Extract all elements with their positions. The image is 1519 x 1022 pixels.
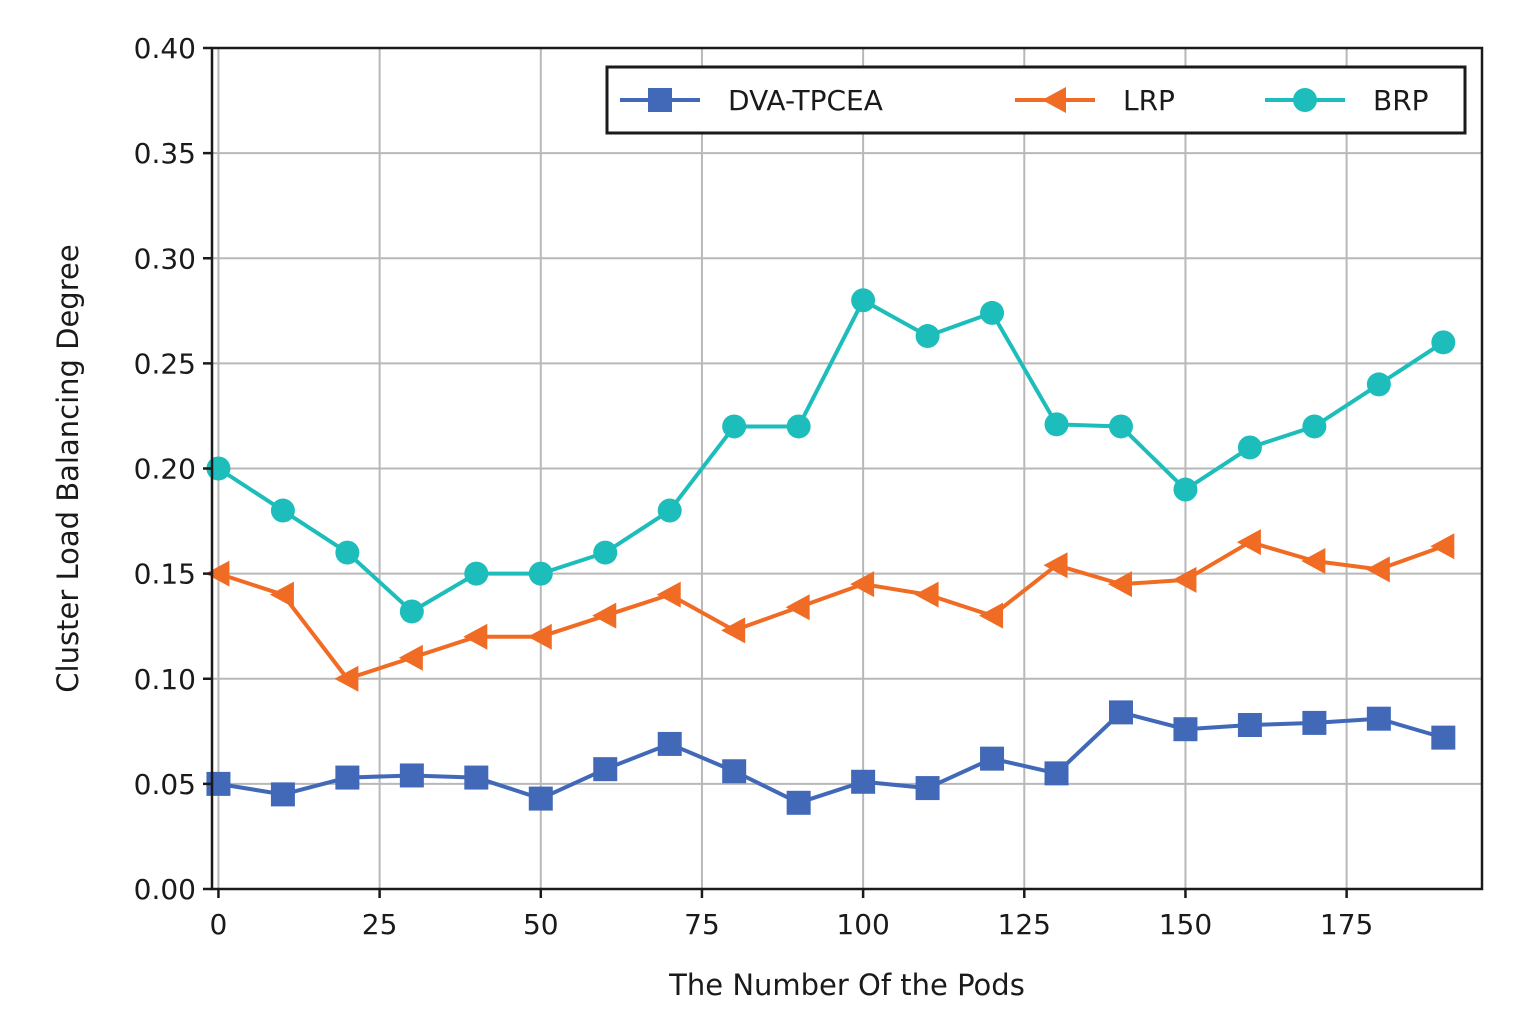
data-point xyxy=(335,765,360,790)
legend-entry: LRP xyxy=(1015,84,1175,117)
data-point xyxy=(1172,566,1197,593)
data-point xyxy=(1301,548,1326,575)
data-point xyxy=(657,731,682,756)
y-tick-label: 0.40 xyxy=(134,32,196,65)
data-point xyxy=(914,581,939,608)
data-point xyxy=(1108,700,1133,725)
legend-marker xyxy=(1042,87,1066,113)
data-point xyxy=(1043,552,1068,579)
legend-marker xyxy=(648,88,672,112)
grid xyxy=(212,47,1482,890)
data-point xyxy=(1431,330,1456,355)
data-point xyxy=(656,581,681,608)
data-point xyxy=(1108,414,1133,439)
y-axis-label: Cluster Load Balancing Degree xyxy=(51,244,85,692)
data-point xyxy=(1237,435,1262,460)
x-tick-label: 100 xyxy=(836,908,889,941)
data-point xyxy=(593,540,618,565)
data-point xyxy=(850,571,875,598)
x-tick-label: 75 xyxy=(684,908,720,941)
data-point xyxy=(722,759,747,784)
data-point xyxy=(1044,761,1069,786)
data-point xyxy=(1173,717,1198,742)
data-point xyxy=(657,498,682,523)
data-point xyxy=(721,617,746,644)
x-tick-label: 150 xyxy=(1159,908,1212,941)
x-tick-label: 50 xyxy=(523,908,559,941)
data-point xyxy=(915,776,940,801)
data-point xyxy=(1366,372,1391,397)
legend: DVA-TPCEA LRP BRP xyxy=(605,65,1467,135)
x-tick-label: 25 xyxy=(362,908,398,941)
data-point xyxy=(1366,706,1391,731)
data-point xyxy=(463,623,488,650)
data-point xyxy=(1237,713,1262,738)
data-point xyxy=(399,763,424,788)
data-point xyxy=(1044,412,1069,437)
series-dva-tpcea xyxy=(206,700,1456,815)
data-point xyxy=(851,769,876,794)
data-point xyxy=(1431,725,1456,750)
data-point xyxy=(722,414,747,439)
series-line xyxy=(217,298,1445,614)
legend-entry: DVA-TPCEA xyxy=(620,84,883,117)
y-tick-label: 0.15 xyxy=(134,558,196,591)
data-point xyxy=(980,746,1005,771)
data-point xyxy=(593,757,618,782)
data-point xyxy=(786,790,811,815)
data-point xyxy=(786,414,811,439)
data-point xyxy=(464,765,489,790)
data-point xyxy=(1236,529,1261,556)
data-point xyxy=(785,594,810,621)
data-point xyxy=(399,599,424,624)
x-tick-label: 125 xyxy=(998,908,1051,941)
data-point xyxy=(1107,571,1132,598)
data-point xyxy=(269,581,294,608)
legend-label: DVA-TPCEA xyxy=(728,84,883,117)
data-point xyxy=(1173,477,1198,502)
data-point xyxy=(528,561,553,586)
y-tick-label: 0.25 xyxy=(134,347,196,380)
y-tick-label: 0.10 xyxy=(134,663,196,696)
data-point xyxy=(205,560,230,587)
data-point xyxy=(334,665,359,692)
data-point xyxy=(1365,556,1390,583)
legend-entry: BRP xyxy=(1265,84,1429,117)
data-point xyxy=(335,540,360,565)
y-tick-label: 0.00 xyxy=(134,873,196,906)
legend-marker xyxy=(1293,88,1317,112)
legend-label: BRP xyxy=(1373,84,1429,117)
data-point xyxy=(1430,533,1455,560)
x-axis-label: The Number Of the Pods xyxy=(668,968,1025,1002)
data-point xyxy=(464,561,489,586)
data-point xyxy=(398,644,423,671)
data-point xyxy=(1302,414,1327,439)
data-point xyxy=(270,782,295,807)
data-point xyxy=(528,786,553,811)
data-point xyxy=(979,602,1004,629)
data-point xyxy=(851,288,876,313)
y-tick-label: 0.20 xyxy=(134,453,196,486)
y-tick-label: 0.35 xyxy=(134,137,196,170)
data-point xyxy=(592,602,617,629)
axes-ticks: 0 25 50 75 100 125 150 175 0.00 0.05 0.10 0.15 0.20 0… xyxy=(134,32,1374,941)
series-brp xyxy=(206,288,1456,624)
legend-label: LRP xyxy=(1123,84,1175,117)
data-point xyxy=(915,324,940,349)
x-tick-label: 175 xyxy=(1320,908,1373,941)
data-point xyxy=(270,498,295,523)
series-lrp xyxy=(205,529,1455,692)
series-group xyxy=(205,288,1456,815)
x-tick-label: 0 xyxy=(210,908,228,941)
data-point xyxy=(1302,710,1327,735)
data-point xyxy=(980,300,1005,325)
data-point xyxy=(527,623,552,650)
y-tick-label: 0.30 xyxy=(134,242,196,275)
y-tick-label: 0.05 xyxy=(134,768,196,801)
